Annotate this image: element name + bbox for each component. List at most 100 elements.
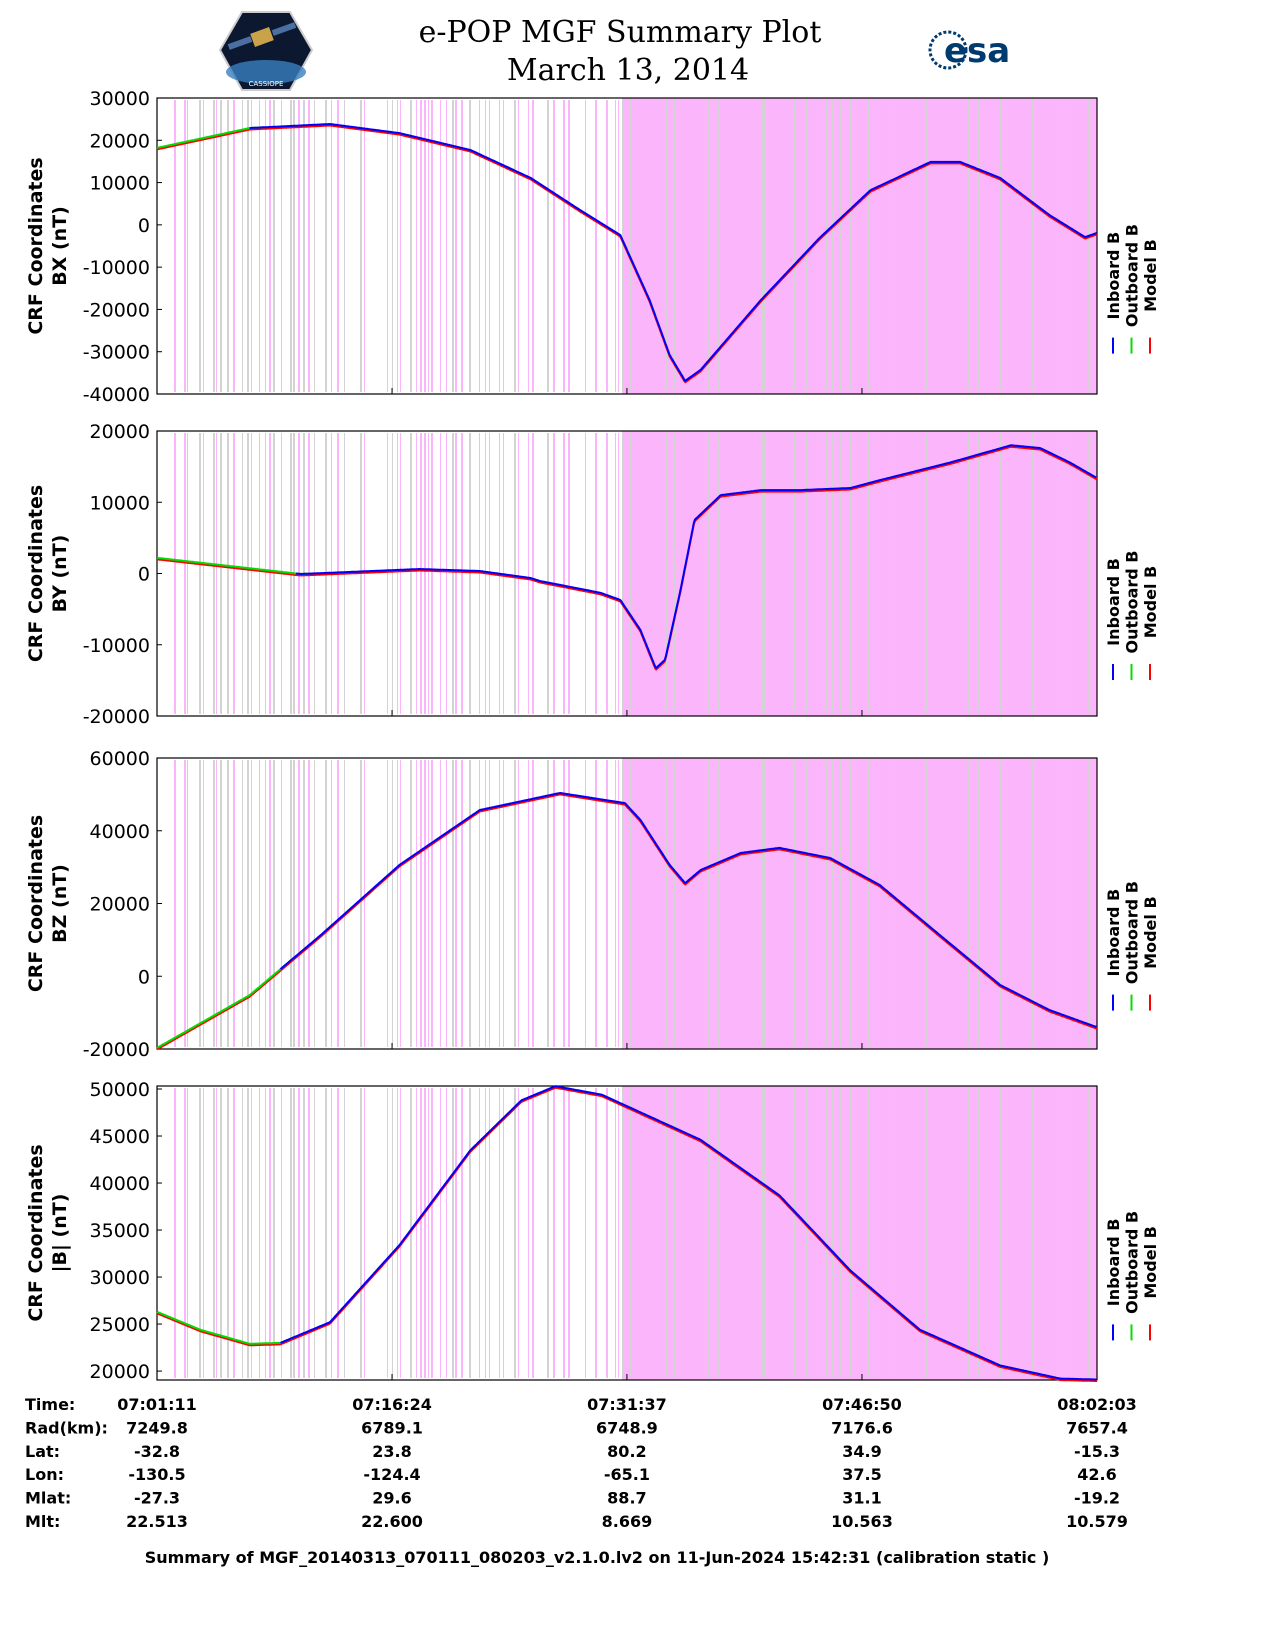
coverage-stripe: [817, 760, 818, 1047]
coverage-stripe: [485, 1088, 486, 1378]
coverage-stripe: [893, 433, 894, 714]
coverage-stripe: [265, 1088, 266, 1378]
coverage-stripe: [817, 100, 818, 392]
legend-model-b-label: Model B: [1141, 1226, 1160, 1298]
coverage-stripe: [227, 760, 229, 1047]
coverage-stripe: [400, 760, 401, 1047]
coverage-stripe: [528, 760, 529, 1047]
coverage-stripe: [674, 100, 676, 392]
coverage-stripe: [269, 760, 271, 1047]
coverage-stripe: [528, 433, 529, 714]
coverage-stripe: [893, 100, 894, 392]
coverage-stripe: [314, 760, 315, 1047]
coverage-stripe: [469, 100, 471, 392]
table-cell: 8.669: [602, 1512, 653, 1531]
coverage-stripe: [547, 433, 549, 714]
coverage-stripe: [174, 433, 176, 714]
coverage-stripe: [273, 760, 275, 1047]
table-cell: 42.6: [1077, 1465, 1116, 1484]
coverage-stripe: [410, 1088, 412, 1378]
series-inboard-b: [280, 1085, 1097, 1381]
coverage-stripe: [337, 760, 339, 1047]
panel-2: -20000 -10000 0 10000 20000 CRF Coordinates BY…: [25, 421, 1160, 728]
coverage-stripe: [455, 433, 457, 714]
coverage-stripe: [622, 433, 623, 714]
coverage-stripe: [325, 760, 327, 1047]
coverage-stripe: [879, 433, 880, 714]
coverage-stripe: [1065, 433, 1066, 714]
table-cell: 07:01:11: [117, 1395, 197, 1414]
coverage-stripe: [440, 100, 441, 392]
coverage-stripe: [387, 760, 388, 1047]
coverage-stripe: [199, 1088, 201, 1378]
coverage-stripe: [269, 433, 271, 714]
coverage-stripe: [547, 100, 549, 392]
coverage-stripe: [1032, 1088, 1034, 1378]
coverage-stripe: [247, 760, 249, 1047]
coverage-stripe: [410, 760, 412, 1047]
coverage-stripe: [805, 760, 807, 1047]
coverage-stripe: [293, 1088, 295, 1378]
coverage-stripe: [532, 1088, 534, 1378]
coverage-stripe: [568, 433, 570, 714]
table-cell: 29.6: [372, 1489, 411, 1508]
coverage-stripe: [568, 760, 570, 1047]
coverage-stripe: [227, 100, 229, 392]
coverage-stripe: [199, 433, 201, 714]
coverage-stripe: [227, 1088, 229, 1378]
coverage-stripe: [826, 1088, 827, 1378]
table-row-label: Lat:: [25, 1442, 60, 1461]
y-axis-label-line1: CRF Coordinates: [25, 485, 47, 662]
coverage-stripe: [764, 760, 766, 1047]
coverage-stripe: [247, 1088, 249, 1378]
y-tick-label: -20000: [83, 299, 150, 321]
coverage-stripe: [281, 760, 282, 1047]
series-outboard-b: [156, 126, 265, 149]
coverage-stripe: [793, 1088, 795, 1378]
coverage-stripe: [325, 100, 327, 392]
y-axis-label-line1: CRF Coordinates: [25, 157, 47, 334]
coverage-stripe: [630, 433, 631, 714]
coverage-stripe: [585, 1088, 586, 1378]
coverage-stripe: [452, 1088, 454, 1378]
coverage-stripe: [174, 1088, 176, 1378]
table-cell: 08:02:03: [1057, 1395, 1137, 1414]
coverage-stripe: [981, 100, 982, 392]
coverage-stripe: [184, 760, 186, 1047]
coverage-stripe: [293, 100, 295, 392]
coverage-stripe: [832, 760, 834, 1047]
coverage-stripe: [793, 433, 795, 714]
coverage-stripe: [514, 760, 516, 1047]
coverage-stripe: [968, 433, 970, 714]
table-cell: 80.2: [607, 1442, 646, 1461]
coverage-stripe: [503, 100, 504, 392]
coverage-stripe: [817, 433, 818, 714]
coverage-stripe: [337, 1088, 339, 1378]
coverage-stripe: [840, 433, 841, 714]
table-cell: 6748.9: [596, 1418, 658, 1437]
coverage-stripe: [416, 433, 417, 714]
y-tick-label: 0: [138, 215, 150, 237]
coverage-stripe: [622, 760, 623, 1047]
coverage-stripe: [761, 433, 763, 714]
coverage-stripe: [817, 1088, 818, 1378]
coverage-stripe: [420, 1088, 422, 1378]
coverage-stripe: [387, 100, 388, 392]
coverage-stripe: [360, 760, 362, 1047]
coverage-stripe: [1003, 760, 1004, 1047]
coverage-stripe: [397, 760, 398, 1047]
coverage-stripe: [303, 1088, 305, 1378]
coverage-stripe: [420, 100, 422, 392]
coverage-stripe: [987, 1088, 988, 1378]
coverage-stripe: [585, 760, 586, 1047]
coverage-stripe: [397, 100, 398, 392]
coverage-stripe: [867, 433, 869, 714]
coverage-stripe: [615, 760, 616, 1047]
y-axis-label-line2: |B| (nT): [49, 1194, 71, 1273]
coverage-stripe: [606, 433, 608, 714]
coverage-stripe: [446, 100, 447, 392]
table-cell: 10.579: [1066, 1512, 1128, 1531]
coverage-stripe: [314, 100, 315, 392]
coverage-stripe: [981, 760, 982, 1047]
coverage-stripe: [630, 1088, 631, 1378]
